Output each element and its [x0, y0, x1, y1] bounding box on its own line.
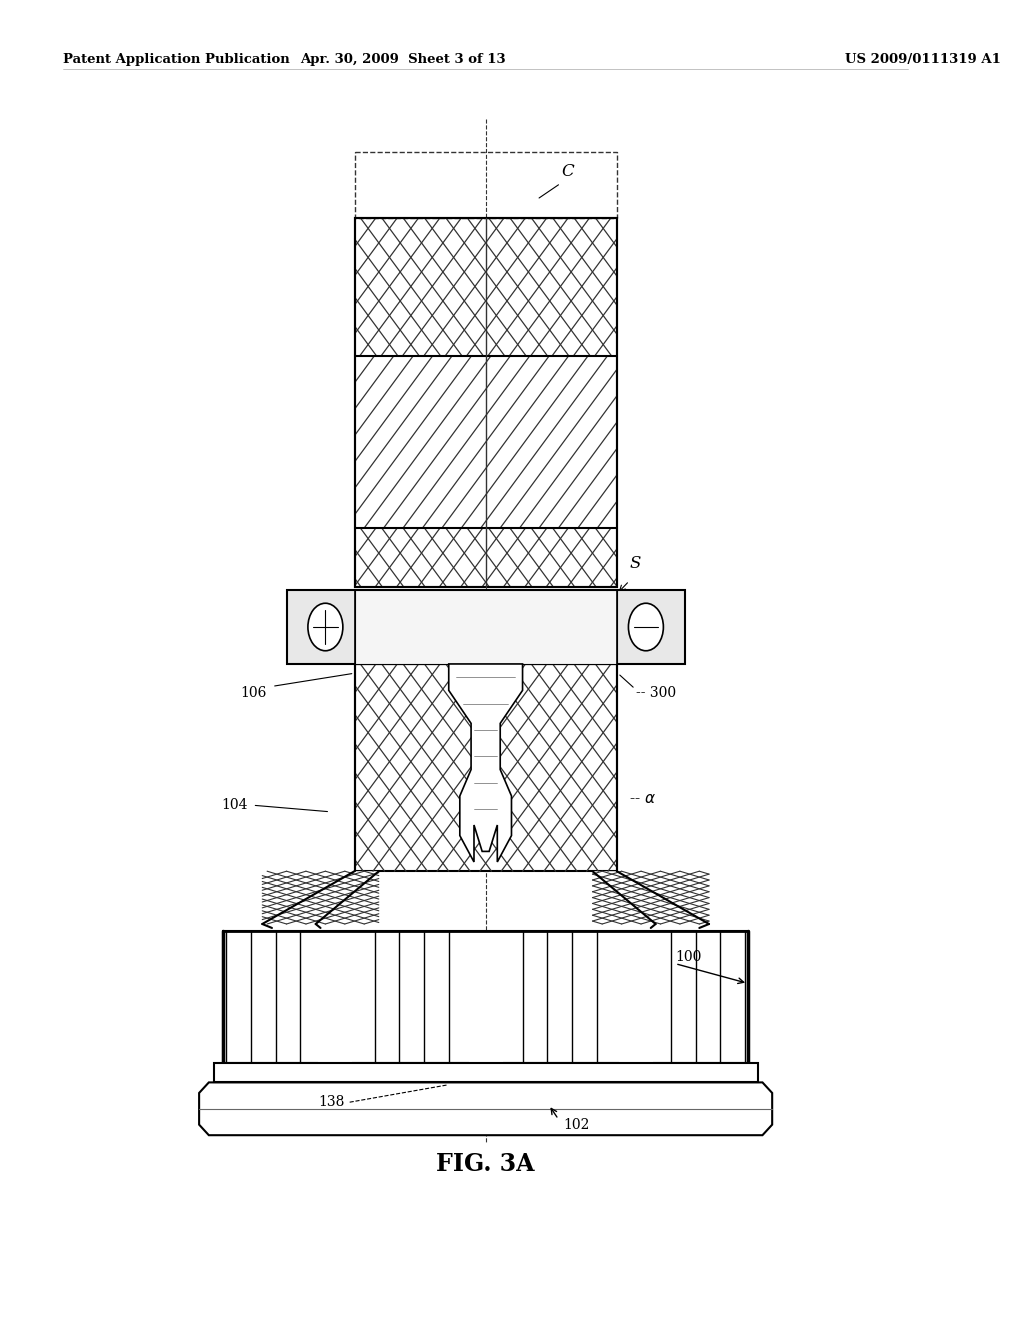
- Polygon shape: [354, 218, 616, 587]
- Text: FIG. 3A: FIG. 3A: [436, 1152, 535, 1176]
- Text: 100: 100: [675, 950, 701, 964]
- Text: 138: 138: [318, 1096, 345, 1109]
- Text: 104: 104: [221, 799, 248, 812]
- Polygon shape: [287, 590, 685, 664]
- Polygon shape: [620, 931, 653, 1063]
- Circle shape: [629, 603, 664, 651]
- Text: 106: 106: [241, 686, 267, 700]
- Text: Patent Application Publication: Patent Application Publication: [63, 53, 290, 66]
- Text: -- $\alpha$: -- $\alpha$: [630, 792, 656, 805]
- Polygon shape: [199, 1082, 772, 1135]
- Text: 102: 102: [563, 1118, 590, 1131]
- Text: S: S: [630, 554, 641, 572]
- Text: -- 300: -- 300: [636, 686, 676, 700]
- Polygon shape: [593, 871, 709, 924]
- Polygon shape: [318, 931, 352, 1063]
- Text: C: C: [561, 162, 574, 180]
- Polygon shape: [214, 1063, 758, 1082]
- Polygon shape: [354, 664, 616, 871]
- Polygon shape: [354, 590, 616, 664]
- Polygon shape: [469, 931, 503, 1063]
- Circle shape: [308, 603, 343, 651]
- Polygon shape: [223, 931, 748, 1063]
- Polygon shape: [262, 871, 379, 924]
- Text: Apr. 30, 2009  Sheet 3 of 13: Apr. 30, 2009 Sheet 3 of 13: [300, 53, 506, 66]
- Polygon shape: [449, 664, 522, 862]
- Text: US 2009/0111319 A1: US 2009/0111319 A1: [845, 53, 1000, 66]
